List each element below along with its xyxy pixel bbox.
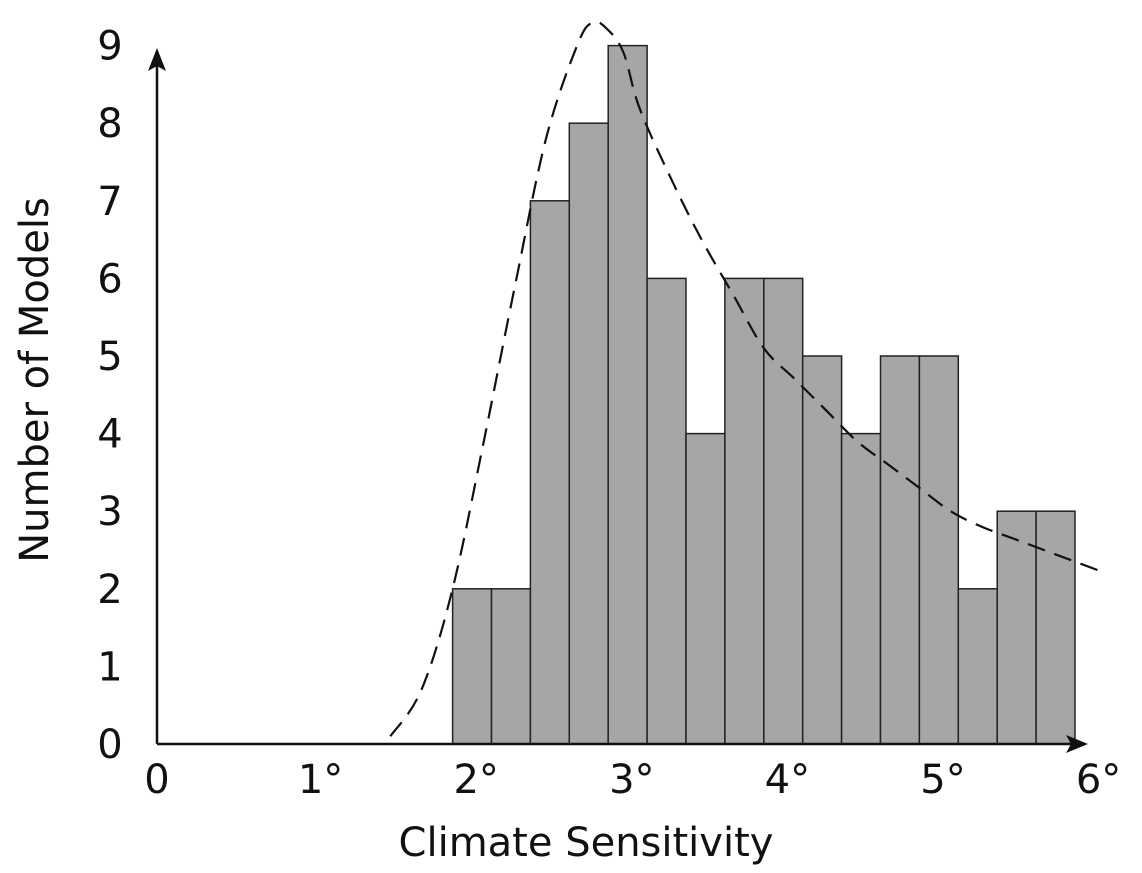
y-tick-label: 5 — [97, 334, 122, 380]
x-tick-label: 3° — [609, 757, 654, 803]
histogram-bar-1 — [451, 588, 493, 745]
histogram-bar-4 — [568, 122, 609, 745]
y-tick-label: 4 — [97, 412, 122, 458]
histogram-bar-6 — [646, 277, 687, 745]
x-axis-title: Climate Sensitivity — [399, 820, 774, 866]
histogram-bar-12 — [879, 355, 921, 745]
axes-group — [148, 48, 1088, 753]
x-tick-label: 0 — [144, 757, 169, 803]
x-tick-label: 4° — [765, 757, 810, 803]
y-axis-title: Number of Models — [12, 197, 58, 563]
y-tick-label: 7 — [97, 179, 122, 225]
bars-group — [451, 44, 1076, 745]
y-tick-label: 1 — [97, 644, 122, 690]
histogram-bar-3 — [529, 200, 571, 745]
y-tick-label: 0 — [97, 722, 122, 768]
y-tick-label: 6 — [97, 256, 122, 302]
histogram-bar-9 — [763, 277, 804, 745]
x-tick-label: 5° — [920, 757, 965, 803]
x-tick-label: 2° — [453, 757, 498, 803]
fit-curve-line — [389, 20, 1107, 737]
y-tick-label: 2 — [97, 567, 122, 613]
histogram-bar-2 — [490, 588, 532, 745]
tick-labels-group: 0 1° 2° 3° 4° 5° 6° 0 1 2 3 4 5 6 7 8 9 — [97, 24, 1121, 803]
y-tick-label: 9 — [97, 24, 122, 70]
histogram-bar-8 — [724, 277, 765, 745]
histogram-bar-7 — [685, 432, 726, 745]
histogram-bar-15 — [996, 510, 1037, 745]
histogram-bar-13 — [918, 355, 960, 745]
y-axis-arrowhead — [148, 48, 166, 71]
x-tick-label: 1° — [298, 757, 343, 803]
x-tick-label: 6° — [1076, 757, 1121, 803]
histogram-bar-16 — [1035, 510, 1076, 745]
y-tick-label: 8 — [97, 101, 122, 147]
histogram-bar-11 — [840, 432, 882, 745]
y-tick-label: 3 — [97, 489, 122, 535]
x-axis-arrowhead — [1066, 735, 1088, 753]
histogram-bar-5 — [607, 44, 648, 745]
histogram-bar-10 — [801, 355, 843, 745]
histogram-bar-14 — [957, 588, 998, 745]
